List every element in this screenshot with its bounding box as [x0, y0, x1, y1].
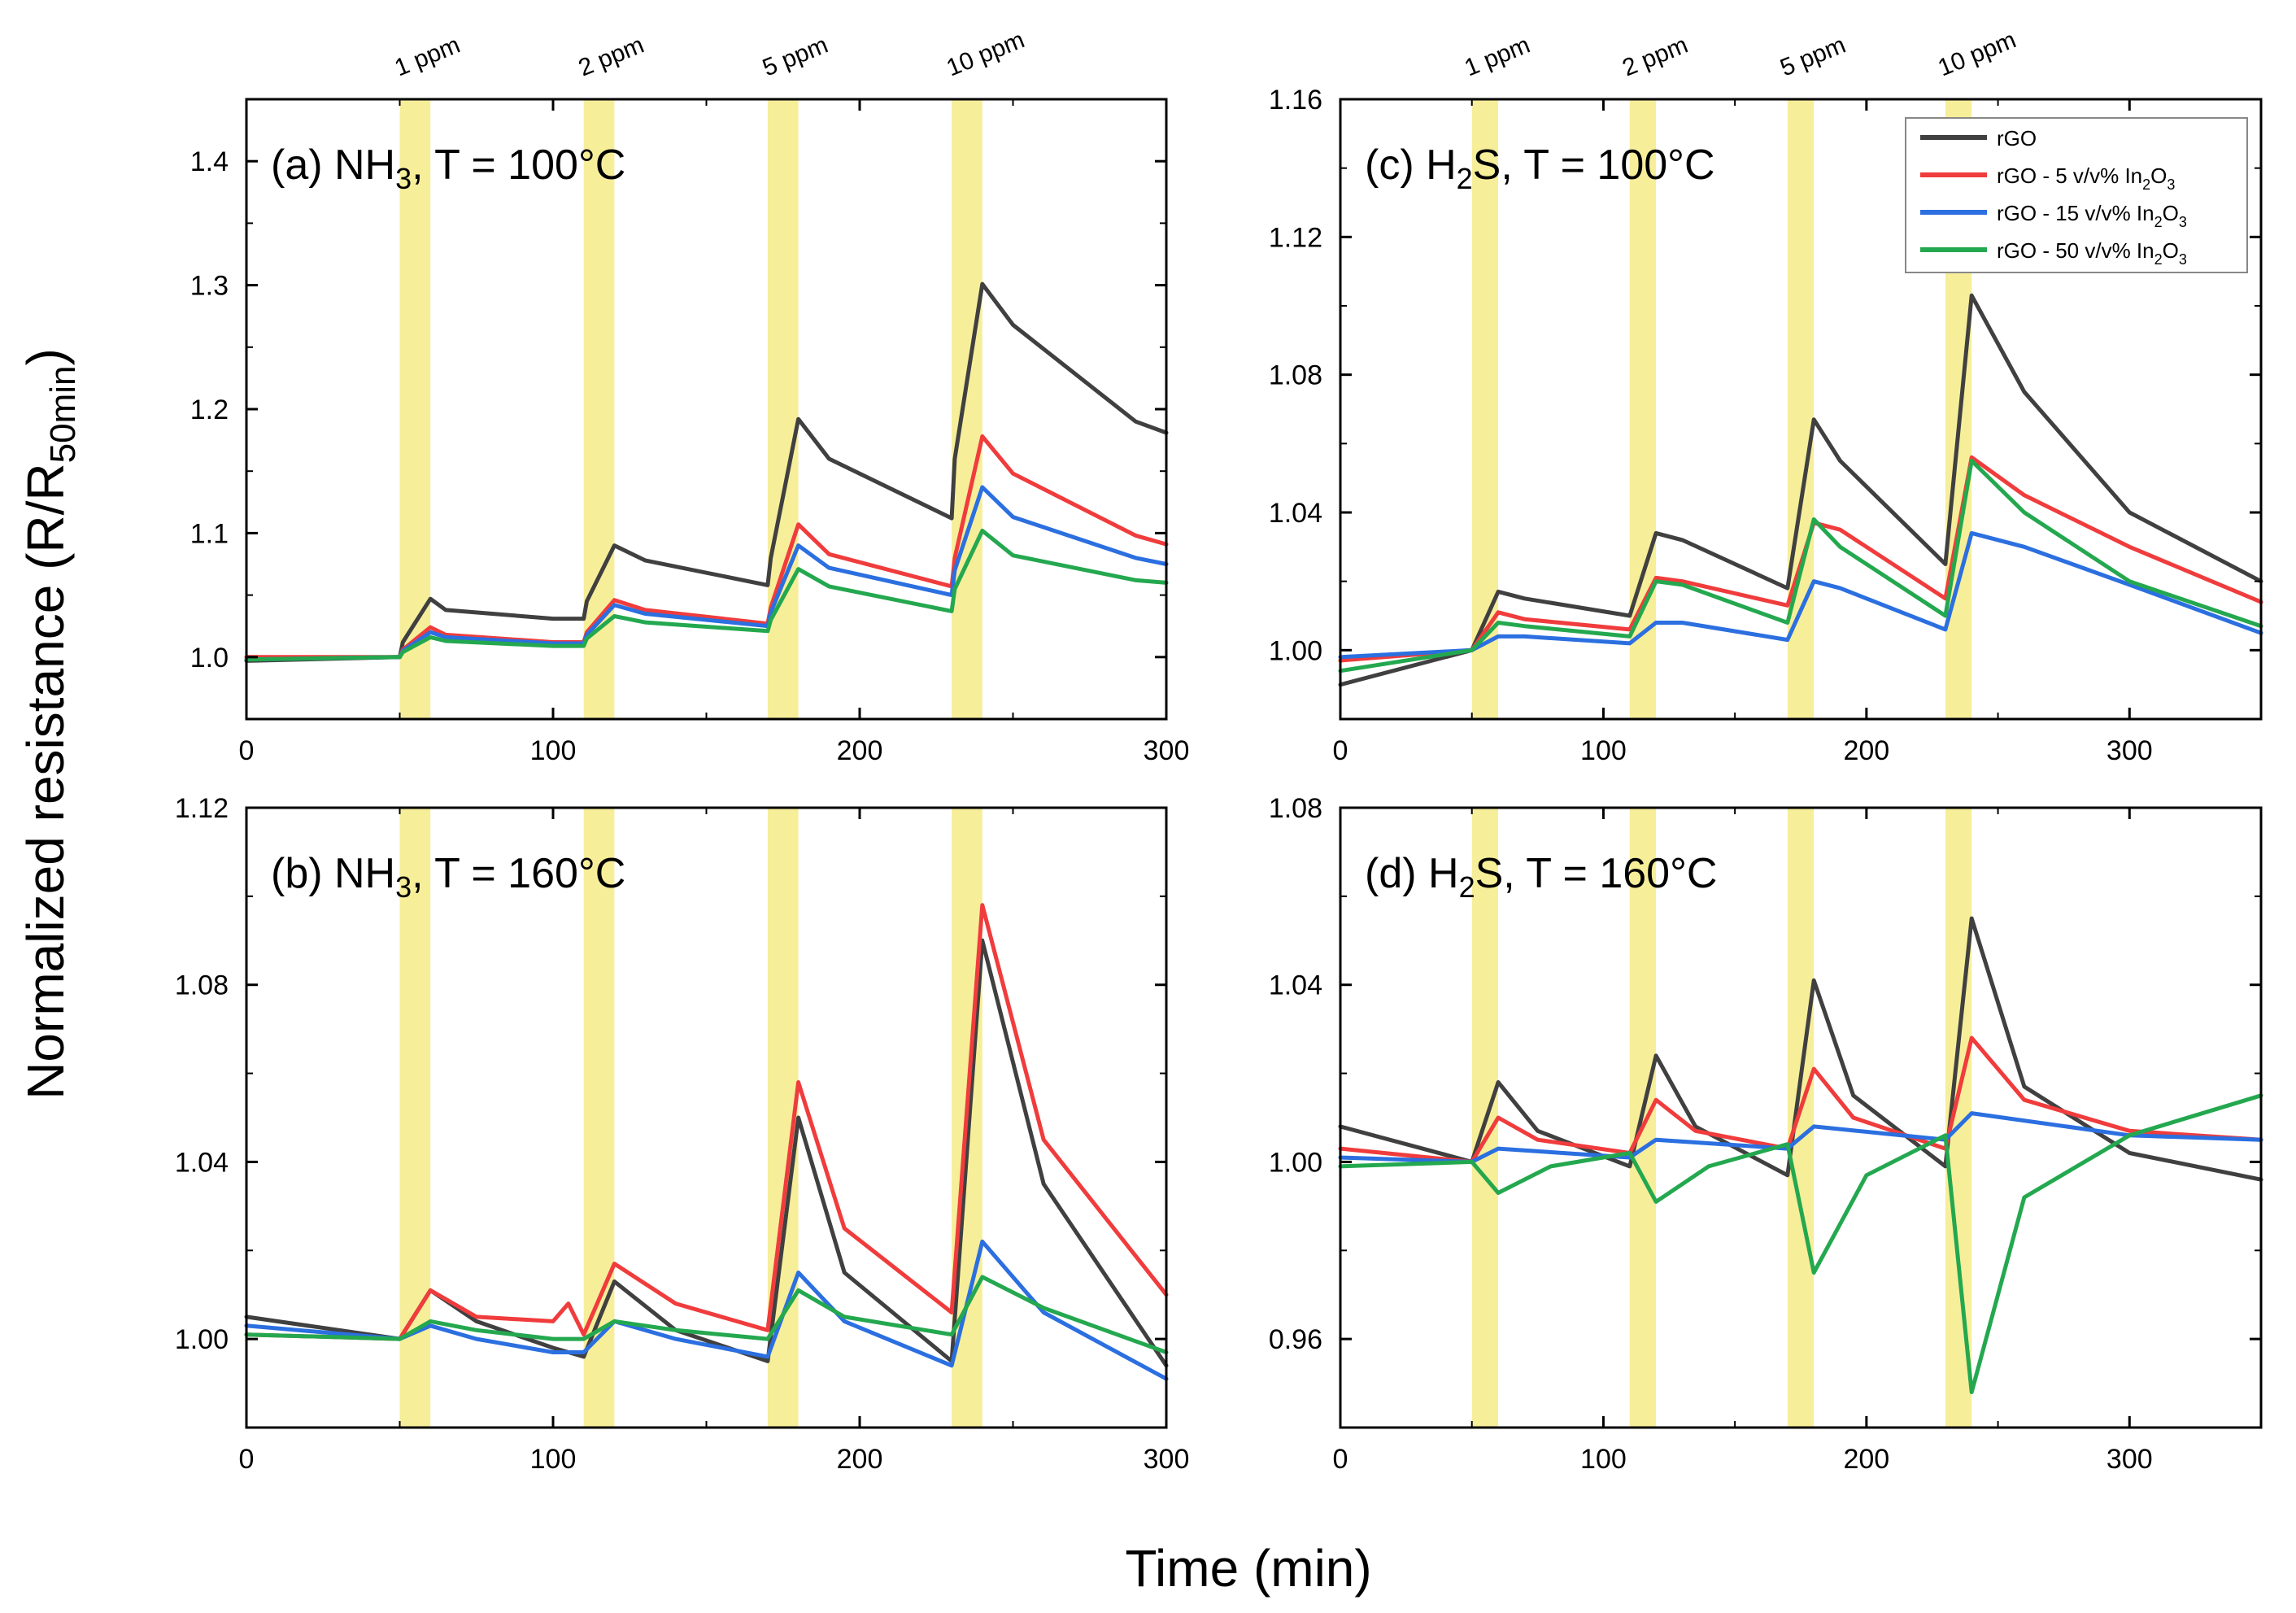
panel-title-main: (c) H: [1365, 142, 1457, 189]
x-tick-label: 100: [530, 1444, 577, 1475]
panel-title: (a) NH3, T = 100°C: [271, 142, 625, 195]
series-line-rgo-in2o3-1: [244, 903, 1169, 1341]
legend-label: rGO - 5 v/v% In2O3: [1997, 163, 2175, 193]
ppm-label: 10 ppm: [943, 26, 1028, 81]
panel-title-rest: , T = 160°C: [412, 850, 625, 897]
series-line-rgo: [1338, 916, 2263, 1182]
y-tick-label: 1.12: [1269, 222, 1322, 253]
x-tick-label: 300: [1144, 735, 1190, 766]
ppm-label: 10 ppm: [1934, 26, 2019, 81]
x-tick-label: 200: [1843, 735, 1889, 766]
series-line-rgo-in2o3-1: [244, 434, 1169, 660]
y-tick-label: 1.08: [175, 970, 229, 1001]
y-tick-label: 1.3: [190, 271, 229, 302]
legend-label: rGO: [1997, 126, 2037, 150]
ppm-label: 2 ppm: [1619, 32, 1692, 82]
x-tick-label: 200: [837, 1444, 883, 1475]
ppm-label: 2 ppm: [575, 32, 648, 82]
y-tick-label: 1.00: [1269, 635, 1322, 666]
y-axis-title-main: Normalized resistance (R/R: [16, 463, 75, 1099]
x-tick-label: 200: [837, 735, 883, 766]
y-tick-label: 1.12: [175, 793, 229, 824]
series-line-rgo-in2o3-1: [1338, 455, 2263, 663]
exposure-band: [399, 99, 431, 719]
x-tick-label: 0: [1333, 1444, 1348, 1475]
panel-title: (c) H2S, T = 100°C: [1365, 142, 1715, 195]
panel-title-main: (d) H: [1365, 850, 1459, 897]
x-tick-label: 0: [239, 1444, 255, 1475]
series-line-rgo: [1338, 293, 2263, 687]
axes-frame: [1339, 98, 2263, 721]
panel-c: 0 100 200 300 1.00 1.04 1.08 1.12 1.16 (c) H2S, T…: [1269, 26, 2263, 766]
panel-title-rest: S, T = 160°C: [1475, 850, 1718, 897]
y-axis-title: Normalized resistance (R/R50min): [16, 348, 83, 1100]
y-tick-label: 1.16: [1269, 85, 1322, 116]
panel-title: (d) H2S, T = 160°C: [1365, 850, 1717, 904]
panel-a: 0 100 200 300 1.0 1.1 1.2 1.3 1.4 (a) NH3, T = 10…: [190, 26, 1190, 766]
y-tick-label: 1.0: [190, 643, 229, 674]
x-tick-label: 300: [2106, 735, 2153, 766]
legend-box: [1905, 117, 2248, 273]
y-tick-label: 1.00: [175, 1324, 229, 1355]
exposure-band: [1629, 99, 1657, 719]
exposure-band: [952, 99, 982, 719]
series-line-rgo-in2o3-3: [1338, 1093, 2263, 1394]
x-tick-label: 100: [530, 735, 577, 766]
exposure-band: [1787, 808, 1815, 1428]
legend-label: rGO - 50 v/v% In2O3: [1997, 238, 2187, 268]
y-tick-label: 1.00: [1269, 1147, 1322, 1178]
panel-title: (b) NH3, T = 160°C: [271, 850, 625, 904]
y-axis-title-close: ): [16, 348, 75, 365]
exposure-band: [1787, 99, 1815, 719]
panel-title-sub: 2: [1457, 162, 1473, 195]
panel-title-rest: S, T = 100°C: [1473, 142, 1715, 189]
y-axis-title-sub: 50min: [43, 366, 83, 464]
y-tick-label: 1.4: [190, 146, 229, 177]
panel-title-main: (a) NH: [271, 142, 395, 189]
y-tick-label: 1.04: [1269, 970, 1322, 1001]
panel-title-rest: , T = 100°C: [412, 142, 625, 189]
y-tick-label: 1.04: [175, 1147, 229, 1178]
legend-label: rGO - 15 v/v% In2O3: [1997, 201, 2187, 230]
legend: rGO rGO - 5 v/v% In2O3 rGO - 15 v/v% In2O3…: [1905, 117, 2248, 273]
x-tick-label: 0: [239, 735, 255, 766]
y-tick-label: 0.96: [1269, 1324, 1322, 1355]
y-tick-label: 1.08: [1269, 793, 1322, 824]
panel-title-sub: 3: [395, 870, 412, 904]
y-tick-label: 1.04: [1269, 498, 1322, 529]
panel-title-sub: 3: [395, 162, 412, 195]
y-tick-label: 1.08: [1269, 360, 1322, 391]
exposure-band: [767, 99, 799, 719]
series-line-rgo: [244, 281, 1169, 663]
ppm-label: 1 ppm: [1461, 32, 1534, 82]
x-tick-label: 0: [1333, 735, 1348, 766]
y-tick-label: 1.1: [190, 518, 229, 549]
ppm-label: 1 ppm: [391, 32, 464, 82]
series-line-rgo-in2o3-3: [244, 1275, 1169, 1354]
panel-title-sub: 2: [1459, 870, 1475, 904]
x-tick-label: 300: [1144, 1444, 1190, 1475]
series-line-rgo-in2o3-3: [244, 528, 1169, 662]
x-tick-label: 100: [1580, 735, 1627, 766]
panel-d: 0 100 200 300 0.96 1.00 1.04 1.08 (d) H2S, T = 1…: [1269, 793, 2263, 1475]
panel-b: 0 100 200 300 1.00 1.04 1.08 1.12 (b) NH3, T = 1…: [175, 793, 1190, 1475]
ppm-label: 5 ppm: [759, 32, 832, 82]
x-tick-label: 200: [1843, 1444, 1889, 1475]
ppm-label: 5 ppm: [1776, 32, 1849, 82]
panel-title-main: (b) NH: [271, 850, 395, 897]
axes-frame: [1339, 806, 2263, 1429]
x-axis-title: Time (min): [1125, 1539, 1371, 1598]
y-tick-label: 1.2: [190, 395, 229, 425]
x-tick-label: 300: [2106, 1444, 2153, 1475]
series-line-rgo-in2o3-2: [244, 1239, 1169, 1381]
series-line-rgo-in2o3-3: [1338, 459, 2263, 674]
series-line-rgo-in2o3-2: [244, 485, 1169, 662]
x-tick-label: 100: [1580, 1444, 1627, 1475]
series-line-rgo-in2o3-2: [1338, 530, 2263, 660]
